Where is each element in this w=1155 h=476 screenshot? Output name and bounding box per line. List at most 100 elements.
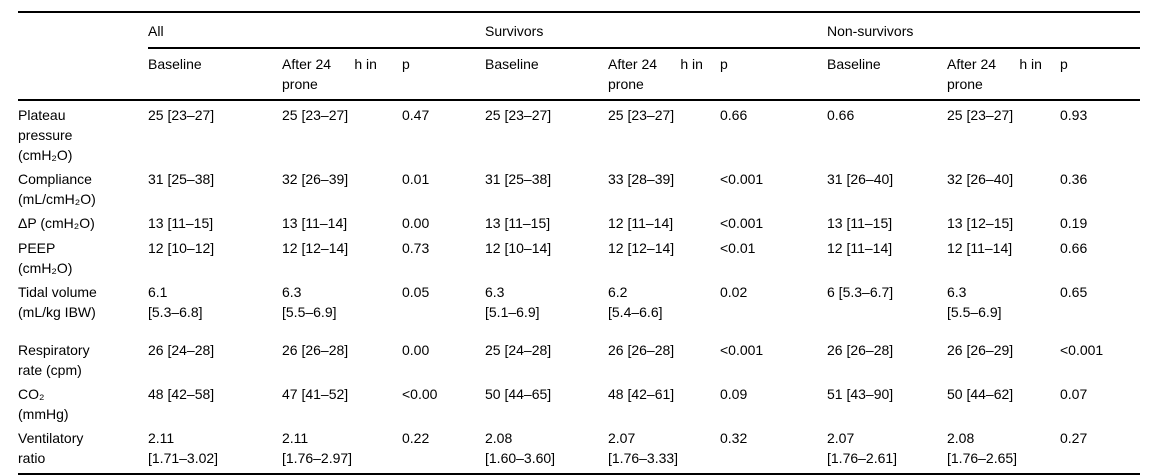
table-cell: 13 [11–15] (485, 215, 551, 231)
table-cell: 6.3 [5.1–6.9] (485, 284, 540, 320)
table-cell: 12 [12–14] (282, 240, 349, 256)
table-cell: 25 [23–27] (608, 107, 675, 123)
table-cell: 2.08 [1.60–3.60] (485, 430, 556, 466)
table-cell: 12 [12–14] (608, 240, 675, 256)
table-cell: 32 [26–39] (282, 171, 349, 187)
col-header-all-baseline: Baseline (148, 48, 282, 101)
table-cell: 2.11 [1.71–3.02] (148, 430, 219, 466)
table-cell: <0.00 (402, 386, 438, 402)
table-cell: 47 [41–52] (282, 386, 349, 402)
table-cell: 0.36 (1060, 171, 1088, 187)
col-header-all-after24: After 24 h in prone (282, 48, 402, 101)
corner-cell (18, 48, 148, 101)
table-cell: 0.66 (720, 107, 748, 123)
row-label: ΔP (cmH₂O) (18, 215, 95, 231)
table-cell: 25 [23–27] (282, 107, 349, 123)
table-cell: 31 [26–40] (827, 171, 894, 187)
table-cell: 12 [11–14] (608, 215, 674, 231)
table-cell: 6 [5.3–6.7] (827, 284, 894, 300)
row-label: Plateau pressure (cmH₂O) (18, 107, 73, 163)
table-cell: 0.47 (402, 107, 430, 123)
table-cell: 6.3 [5.5–6.9] (282, 284, 337, 320)
table-cell: 33 [28–39] (608, 171, 675, 187)
table-cell: 26 [26–29] (947, 342, 1014, 358)
table-cell: 0.73 (402, 240, 430, 256)
table-cell: 0.09 (720, 386, 748, 402)
table-cell: 2.07 [1.76–2.61] (827, 430, 898, 466)
table-cell: 12 [10–14] (485, 240, 552, 256)
table-cell: 25 [23–27] (148, 107, 215, 123)
table-cell: 31 [25–38] (485, 171, 552, 187)
table-row: Plateau pressure (cmH₂O) 25 [23–27] 25 [… (18, 100, 1140, 165)
table-cell: 2.08 [1.76–2.65] (947, 430, 1018, 466)
results-table: All Survivors Non-survivors Baseline Aft… (18, 11, 1141, 475)
table-cell: 25 [23–27] (485, 107, 552, 123)
col-header-non-survivors-after24: After 24 h in prone (947, 48, 1060, 101)
table-cell: 2.11 [1.76–2.97] (282, 430, 353, 466)
table-cell: 2.07 [1.76–3.33] (608, 430, 679, 466)
table-cell: 31 [25–38] (148, 171, 215, 187)
table-cell: 13 [11–15] (827, 215, 893, 231)
table-cell: 6.1 [5.3–6.8] (148, 284, 203, 320)
table-cell: 0.07 (1060, 386, 1088, 402)
table-cell: 0.05 (402, 284, 430, 300)
table-cell: 0.01 (402, 171, 430, 187)
col-header-all-p: p (402, 48, 485, 101)
table-cell: 0.27 (1060, 430, 1088, 446)
col-header-non-survivors-p: p (1060, 48, 1141, 101)
table-cell: 0.00 (402, 215, 430, 231)
row-label: Compliance (mL/cmH₂O) (18, 171, 96, 207)
table-cell: 50 [44–65] (485, 386, 552, 402)
table-cell: 0.66 (827, 107, 855, 123)
table-cell: 25 [23–27] (947, 107, 1014, 123)
table-cell: <0.01 (720, 240, 756, 256)
row-label: Ventilatory ratio (18, 430, 84, 466)
table-cell: 48 [42–61] (608, 386, 675, 402)
table-cell: 0.65 (1060, 284, 1088, 300)
table-cell: 0.66 (1060, 240, 1088, 256)
group-header-row: All Survivors Non-survivors (18, 12, 1141, 49)
table-cell: 6.3 [5.5–6.9] (947, 284, 1002, 320)
table-cell: 32 [26–40] (947, 171, 1014, 187)
table-cell: <0.001 (1060, 342, 1104, 358)
col-header-survivors-baseline: Baseline (485, 48, 608, 101)
table-row: ΔP (cmH₂O) 13 [11–15] 13 [11–14] 0.00 13… (18, 209, 1140, 234)
table-cell: 26 [24–28] (148, 342, 215, 358)
corner-cell (18, 12, 148, 48)
table-row: Compliance (mL/cmH₂O) 31 [25–38] 32 [26–… (18, 165, 1140, 209)
group-header-non-survivors: Non-survivors (827, 12, 1141, 49)
table-cell: <0.001 (720, 215, 764, 231)
col-header-survivors-after24: After 24 h in prone (608, 48, 720, 101)
row-label: CO₂ (mmHg) (18, 386, 69, 422)
table-cell: 0.32 (720, 430, 748, 446)
table-cell: 12 [10–12] (148, 240, 215, 256)
group-header-survivors: Survivors (485, 12, 827, 49)
table-cell: 26 [26–28] (282, 342, 349, 358)
table-cell: 48 [42–58] (148, 386, 215, 402)
col-header-survivors-p: p (720, 48, 827, 101)
row-label: PEEP (cmH₂O) (18, 240, 73, 276)
table-cell: 12 [11–14] (947, 240, 1013, 256)
table-row: CO₂ (mmHg) 48 [42–58] 47 [41–52] <0.00 5… (18, 380, 1140, 424)
table-row: Respiratory rate (cpm) 26 [24–28] 26 [26… (18, 336, 1140, 380)
row-label: Tidal volume (mL/kg IBW) (18, 284, 97, 320)
table-cell: 0.02 (720, 284, 748, 300)
table-cell: 26 [26–28] (827, 342, 894, 358)
row-label: Respiratory rate (cpm) (18, 342, 90, 378)
table-cell: 0.93 (1060, 107, 1088, 123)
table-cell: 50 [44–62] (947, 386, 1014, 402)
table-cell: 0.00 (402, 342, 430, 358)
table-row: PEEP (cmH₂O) 12 [10–12] 12 [12–14] 0.73 … (18, 234, 1140, 278)
group-header-all: All (148, 12, 485, 49)
col-header-non-survivors-baseline: Baseline (827, 48, 947, 101)
table-cell: 0.22 (402, 430, 430, 446)
sub-header-row: Baseline After 24 h in prone p Baseline … (18, 48, 1141, 101)
table-cell: 13 [11–15] (148, 215, 214, 231)
table-cell: 6.2 [5.4–6.6] (608, 284, 663, 320)
table-cell: 51 [43–90] (827, 386, 894, 402)
table-cell: 12 [11–14] (827, 240, 893, 256)
table-cell: 13 [12–15] (947, 215, 1014, 231)
table-cell: 25 [24–28] (485, 342, 552, 358)
table-cell: <0.001 (720, 171, 764, 187)
